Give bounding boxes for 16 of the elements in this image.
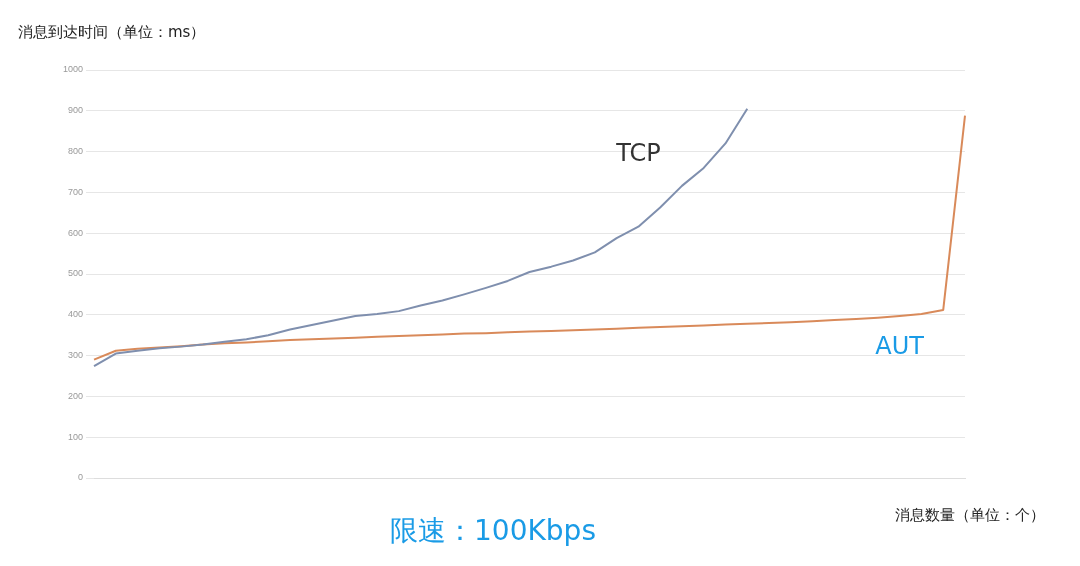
y-tick-label: 400 bbox=[67, 309, 84, 320]
y-tick-label: 300 bbox=[67, 350, 84, 361]
series-label: TCP bbox=[615, 138, 661, 167]
x-axis-title: 消息数量（单位：个） bbox=[895, 506, 1045, 524]
y-tick-label: 900 bbox=[67, 105, 84, 116]
y-tick-label: 800 bbox=[67, 146, 84, 157]
y-tick-label: 700 bbox=[67, 186, 84, 197]
y-tick-label: 600 bbox=[67, 227, 84, 238]
series-label: AUT bbox=[875, 332, 925, 361]
y-tick-label: 1000 bbox=[62, 64, 84, 75]
text: 限速：100Kbps bbox=[390, 514, 596, 547]
y-tick-label: 500 bbox=[67, 268, 84, 279]
y-tick-label: 200 bbox=[67, 390, 84, 401]
y-tick-label: 0 bbox=[78, 472, 84, 483]
y-axis-title: 消息到达时间（单位：ms） bbox=[18, 23, 206, 41]
y-tick-label: 100 bbox=[67, 431, 84, 442]
